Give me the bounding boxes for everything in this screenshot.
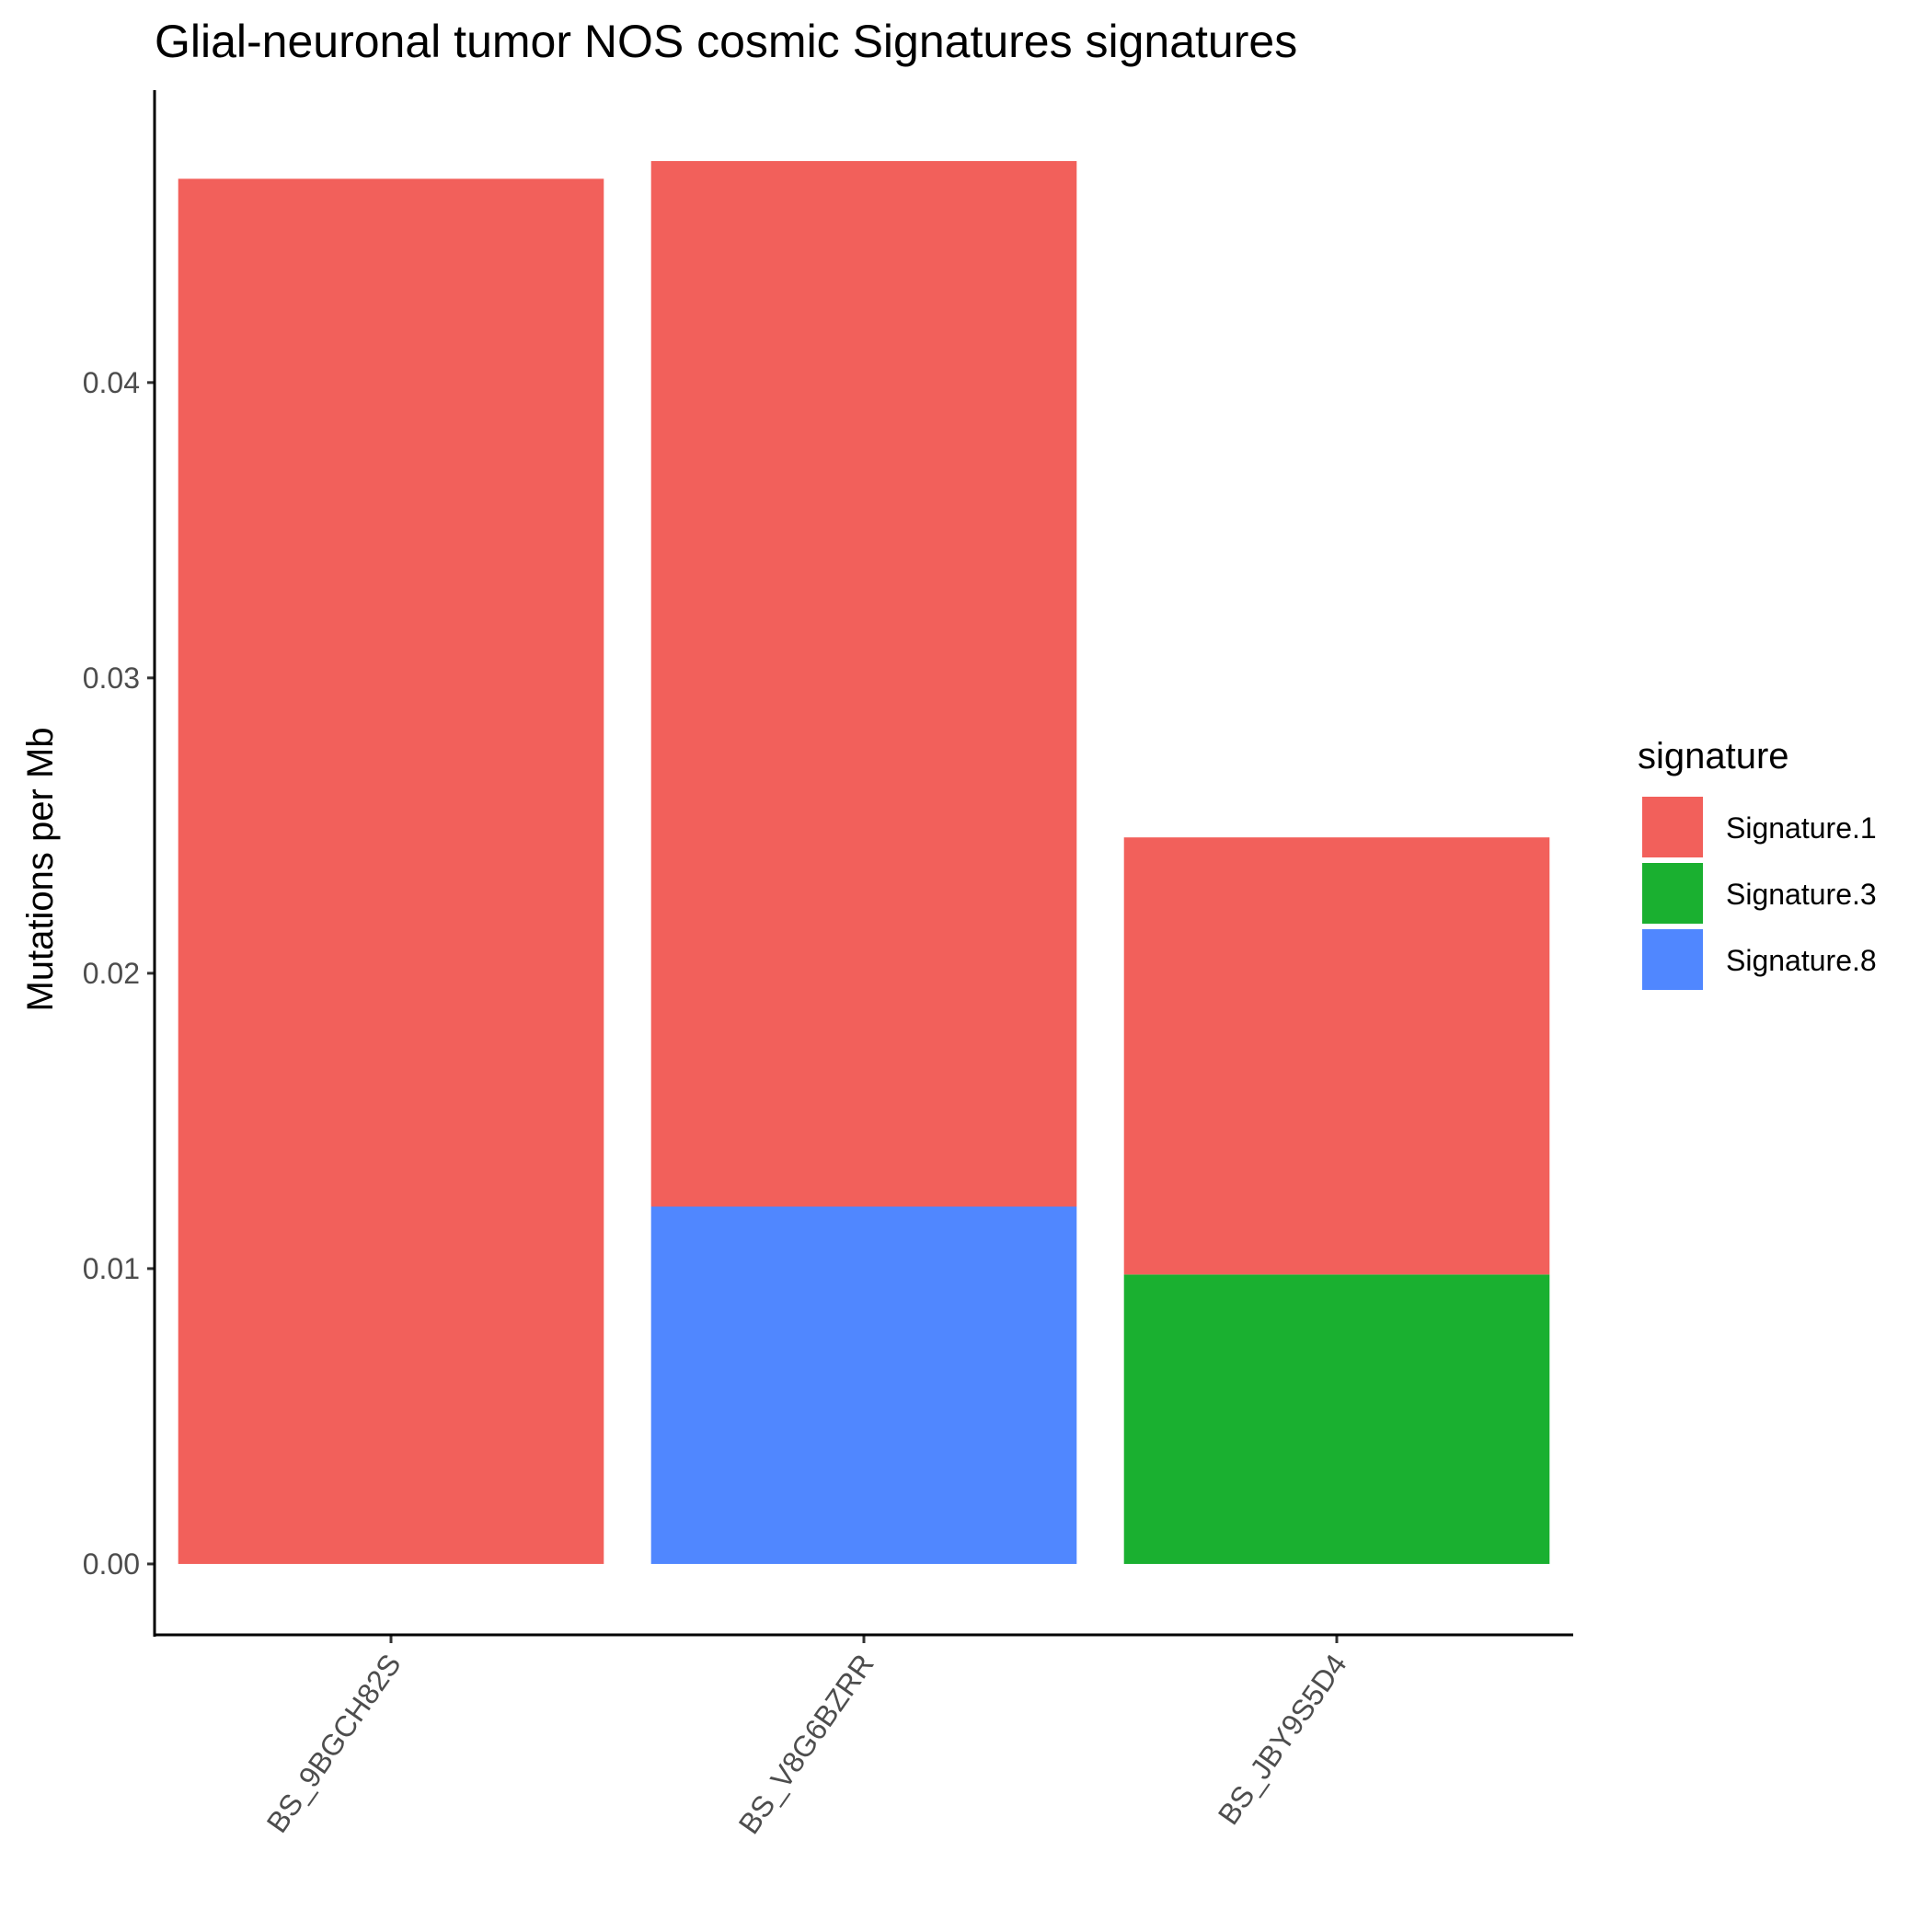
legend-title: signature <box>1638 736 1789 776</box>
y-tick-label: 0.04 <box>83 366 140 399</box>
y-tick-label: 0.00 <box>83 1547 140 1581</box>
legend-swatch-signature-1 <box>1642 797 1703 857</box>
chart-title: Glial-neuronal tumor NOS cosmic Signatur… <box>155 16 1297 67</box>
bar-segment-signature-1-bs-jby9s5d4 <box>1123 837 1550 1275</box>
y-axis-title: Mutations per Mb <box>20 727 61 1011</box>
bars-group <box>178 161 1550 1564</box>
bar-segment-signature-8-bs-v8g6bzrr <box>650 1206 1077 1564</box>
x-tick-label: BS_JBY9S5D4 <box>1212 1648 1353 1830</box>
legend-label-signature-8: Signature.8 <box>1726 944 1877 977</box>
y-axis-ticks: 0.00 0.01 0.02 0.03 0.04 <box>83 366 155 1581</box>
bar-segment-signature-3-bs-jby9s5d4 <box>1123 1274 1550 1564</box>
bar-segment-signature-1-bs-9bgch82s <box>178 178 604 1564</box>
y-tick-label: 0.02 <box>83 957 140 990</box>
x-axis-ticks: BS_9BGCH82S BS_V8G6BZRR BS_JBY9S5D4 <box>260 1635 1353 1840</box>
y-tick-label: 0.03 <box>83 661 140 695</box>
x-tick-label: BS_9BGCH82S <box>260 1648 408 1838</box>
y-tick-label: 0.01 <box>83 1252 140 1285</box>
legend-items: Signature.1 Signature.3 Signature.8 <box>1642 797 1877 990</box>
legend-label-signature-3: Signature.3 <box>1726 878 1877 911</box>
legend-label-signature-1: Signature.1 <box>1726 811 1877 845</box>
legend-swatch-signature-3 <box>1642 863 1703 924</box>
bar-segment-signature-1-bs-v8g6bzrr <box>650 161 1077 1207</box>
x-tick-label: BS_V8G6BZRR <box>732 1648 880 1840</box>
legend-swatch-signature-8 <box>1642 929 1703 990</box>
legend: signature Signature.1Signature.3Signatur… <box>1638 736 1877 990</box>
